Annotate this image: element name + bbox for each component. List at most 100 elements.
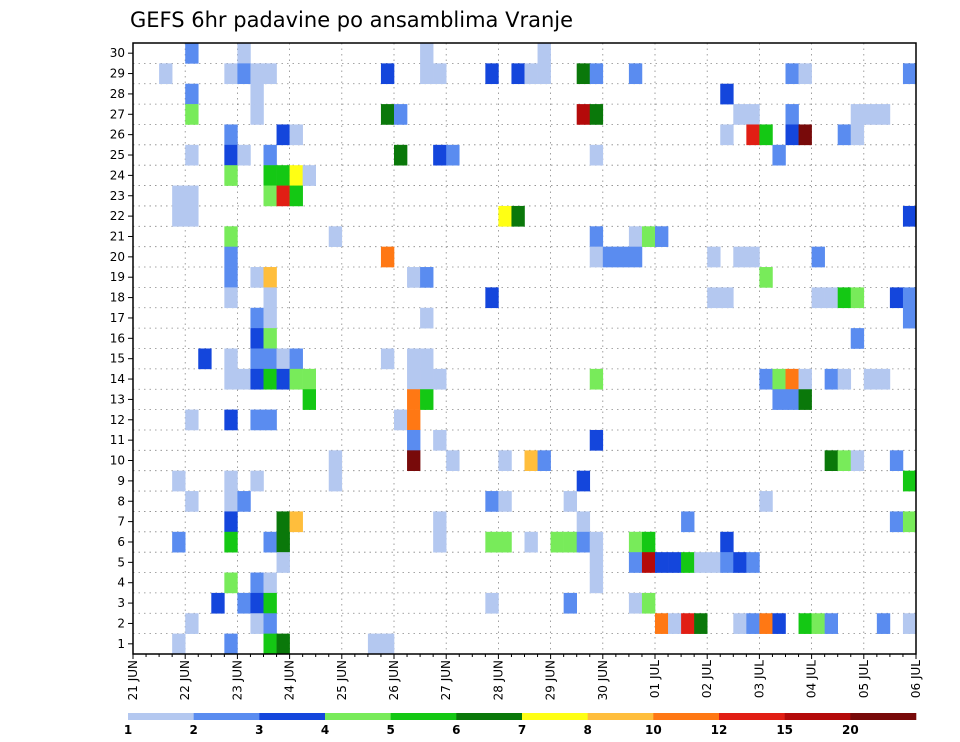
heatmap-cell xyxy=(237,592,251,614)
heatmap-cell xyxy=(237,144,251,166)
heatmap-cell xyxy=(250,572,264,594)
heatmap-cell xyxy=(759,267,773,288)
y-tick-label: 21 xyxy=(110,229,125,243)
y-tick-label: 15 xyxy=(110,352,125,366)
heatmap-cell xyxy=(263,144,277,166)
heatmap-cell xyxy=(276,185,290,207)
heatmap-cell xyxy=(485,491,499,512)
heatmap-cell xyxy=(433,144,447,166)
heatmap-cell xyxy=(524,531,538,553)
heatmap-cell xyxy=(420,348,434,370)
heatmap-cell xyxy=(589,531,604,553)
heatmap-cell xyxy=(824,368,838,390)
x-tick-label: 29 JUN xyxy=(544,660,558,700)
heatmap-cell xyxy=(746,124,760,146)
colorbar-label: 7 xyxy=(518,723,526,737)
y-tick-label: 25 xyxy=(110,148,125,162)
heatmap-cell xyxy=(263,531,277,553)
heatmap-cell xyxy=(263,368,277,390)
heatmap-cell xyxy=(876,613,891,634)
heatmap-cell xyxy=(263,185,277,207)
heatmap-cell xyxy=(511,205,525,227)
heatmap-cell xyxy=(889,287,904,309)
heatmap-cell xyxy=(407,368,421,390)
colorbar-segment xyxy=(719,713,785,720)
heatmap-cell xyxy=(185,104,199,125)
heatmap-cell xyxy=(628,552,643,573)
heatmap-cell xyxy=(276,552,290,573)
heatmap-cell xyxy=(276,531,290,553)
y-tick-label: 1 xyxy=(117,637,125,651)
heatmap-cell xyxy=(485,592,499,614)
heatmap-cell xyxy=(276,124,290,146)
heatmap-cell xyxy=(720,83,734,105)
x-tick-label: 01 JUL xyxy=(648,660,662,698)
heatmap-cell xyxy=(302,165,316,186)
colorbar-segment xyxy=(128,713,194,720)
heatmap-cell xyxy=(224,165,238,186)
x-tick-label: 26 JUN xyxy=(387,660,401,700)
heatmap-cell xyxy=(772,613,786,634)
heatmap-cell xyxy=(707,287,721,309)
heatmap-cell xyxy=(902,511,916,533)
heatmap-cells xyxy=(159,43,916,655)
y-tick-label: 3 xyxy=(117,596,125,610)
heatmap-cell xyxy=(446,450,460,471)
heatmap-cell xyxy=(250,470,264,492)
x-tick-label: 02 JUL xyxy=(700,660,714,698)
heatmap-cell xyxy=(172,185,186,207)
heatmap-cell xyxy=(576,63,591,85)
heatmap-cell xyxy=(185,409,199,431)
heatmap-cell xyxy=(185,491,199,512)
heatmap-cell xyxy=(394,409,408,431)
heatmap-cell xyxy=(328,470,343,492)
heatmap-cell xyxy=(328,226,343,247)
heatmap-cell xyxy=(250,613,264,634)
heatmap-cell xyxy=(407,429,421,451)
heatmap-cell xyxy=(263,409,277,431)
y-tick-label: 23 xyxy=(110,189,125,203)
heatmap-cell xyxy=(224,511,238,533)
heatmap-cell xyxy=(759,368,773,390)
colorbar-label: 5 xyxy=(386,723,394,737)
heatmap-cell xyxy=(250,104,264,125)
heatmap-cell xyxy=(224,348,238,370)
heatmap-cell xyxy=(276,348,290,370)
colorbar-segment xyxy=(390,713,457,720)
chart-title: GEFS 6hr padavine po ansamblima Vranje xyxy=(130,8,573,32)
x-tick-label: 05 JUL xyxy=(857,660,871,698)
heatmap-cell xyxy=(224,267,238,288)
y-tick-label: 7 xyxy=(117,515,125,529)
heatmap-cell xyxy=(407,348,421,370)
heatmap-cell xyxy=(720,124,734,146)
heatmap-cell xyxy=(407,389,421,410)
y-tick-label: 19 xyxy=(110,270,125,284)
heatmap-cell xyxy=(433,429,447,451)
heatmap-cell xyxy=(420,63,434,85)
heatmap-cell xyxy=(172,205,186,227)
y-tick-label: 17 xyxy=(110,311,125,325)
heatmap-cell xyxy=(224,226,238,247)
heatmap-cell xyxy=(759,491,773,512)
heatmap-cell xyxy=(589,63,604,85)
heatmap-cell xyxy=(563,592,577,614)
heatmap-cell xyxy=(407,409,421,431)
heatmap-cell xyxy=(863,104,878,125)
heatmap-cell xyxy=(628,63,643,85)
heatmap-cell xyxy=(628,592,643,614)
colorbar-label: 2 xyxy=(189,723,197,737)
heatmap-cell xyxy=(380,633,395,655)
x-tick-label: 28 JUN xyxy=(491,660,505,700)
heatmap-cell xyxy=(498,450,512,471)
heatmap-cell xyxy=(759,124,773,146)
heatmap-cell xyxy=(498,205,512,227)
heatmap-cell xyxy=(759,613,773,634)
heatmap-cell xyxy=(263,287,277,309)
heatmap-cell xyxy=(824,287,838,309)
heatmap-cell xyxy=(655,613,669,634)
colorbar-label: 15 xyxy=(776,723,793,737)
heatmap-cell xyxy=(159,63,173,85)
heatmap-cell xyxy=(694,552,708,573)
heatmap-cell xyxy=(420,267,434,288)
